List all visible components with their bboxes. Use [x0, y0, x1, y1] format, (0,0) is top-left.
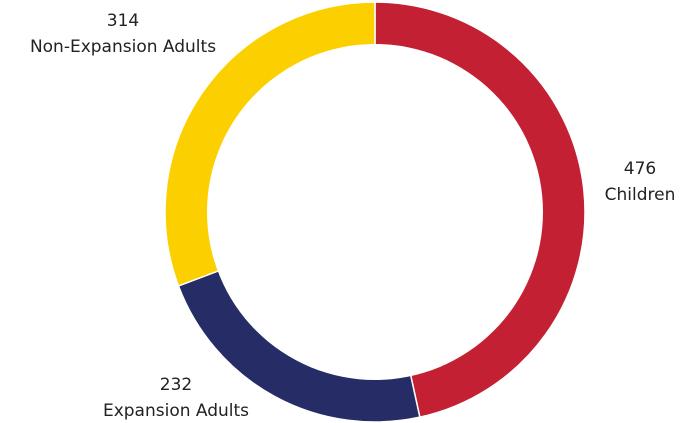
donut-hole — [207, 44, 543, 380]
data-label-children-value: 476 — [624, 159, 656, 179]
data-label-non-expansion-adults-name: Non-Expansion Adults — [30, 37, 216, 57]
data-label-non-expansion-adults-value: 314 — [107, 11, 139, 31]
data-label-expansion-adults-value: 232 — [160, 375, 192, 395]
data-label-children-name: Children — [605, 185, 676, 205]
data-labels: 476 Children 232 Expansion Adults 314 No… — [30, 11, 675, 421]
data-label-expansion-adults-name: Expansion Adults — [103, 401, 249, 421]
